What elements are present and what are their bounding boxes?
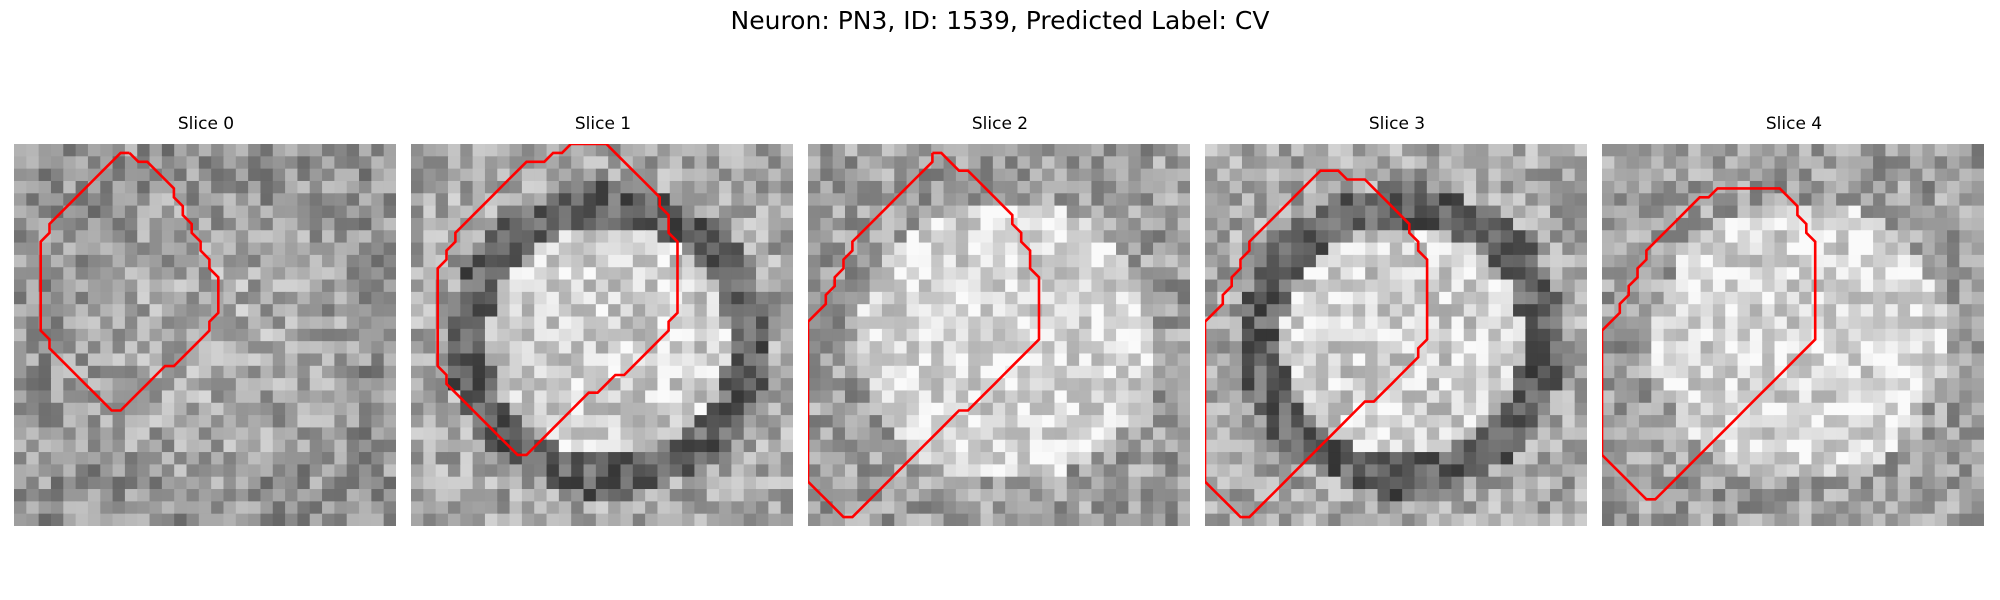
segmentation-contour xyxy=(436,144,679,457)
figure-title: Neuron: PN3, ID: 1539, Predicted Label: … xyxy=(730,6,1270,35)
segmentation-contour xyxy=(1205,169,1429,519)
slice-image xyxy=(1602,144,1984,526)
slice-title: Slice 3 xyxy=(1368,114,1426,134)
slice-panel-1: Slice 1 xyxy=(411,112,795,526)
texture-grid xyxy=(411,144,793,526)
slice-title: Slice 1 xyxy=(574,114,632,134)
texture-grid xyxy=(1602,144,1984,526)
slice-title: Slice 0 xyxy=(177,114,235,134)
segmentation-contour xyxy=(1602,187,1817,501)
texture-grid xyxy=(1205,144,1587,526)
slice-panel-4: Slice 4 xyxy=(1602,112,1986,526)
slice-panel-3: Slice 3 xyxy=(1205,112,1589,526)
slice-panel-0: Slice 0 xyxy=(14,112,398,526)
texture-grid xyxy=(808,144,1190,526)
segmentation-contour xyxy=(39,151,220,412)
slice-panel-2: Slice 2 xyxy=(808,112,1192,526)
segmentation-contour xyxy=(808,151,1041,519)
slice-image xyxy=(808,144,1190,526)
slice-image xyxy=(1205,144,1587,526)
slice-title: Slice 2 xyxy=(971,114,1029,134)
slice-image xyxy=(14,144,396,526)
slice-image xyxy=(411,144,793,526)
slice-title: Slice 4 xyxy=(1765,114,1823,134)
texture-grid xyxy=(14,144,396,526)
